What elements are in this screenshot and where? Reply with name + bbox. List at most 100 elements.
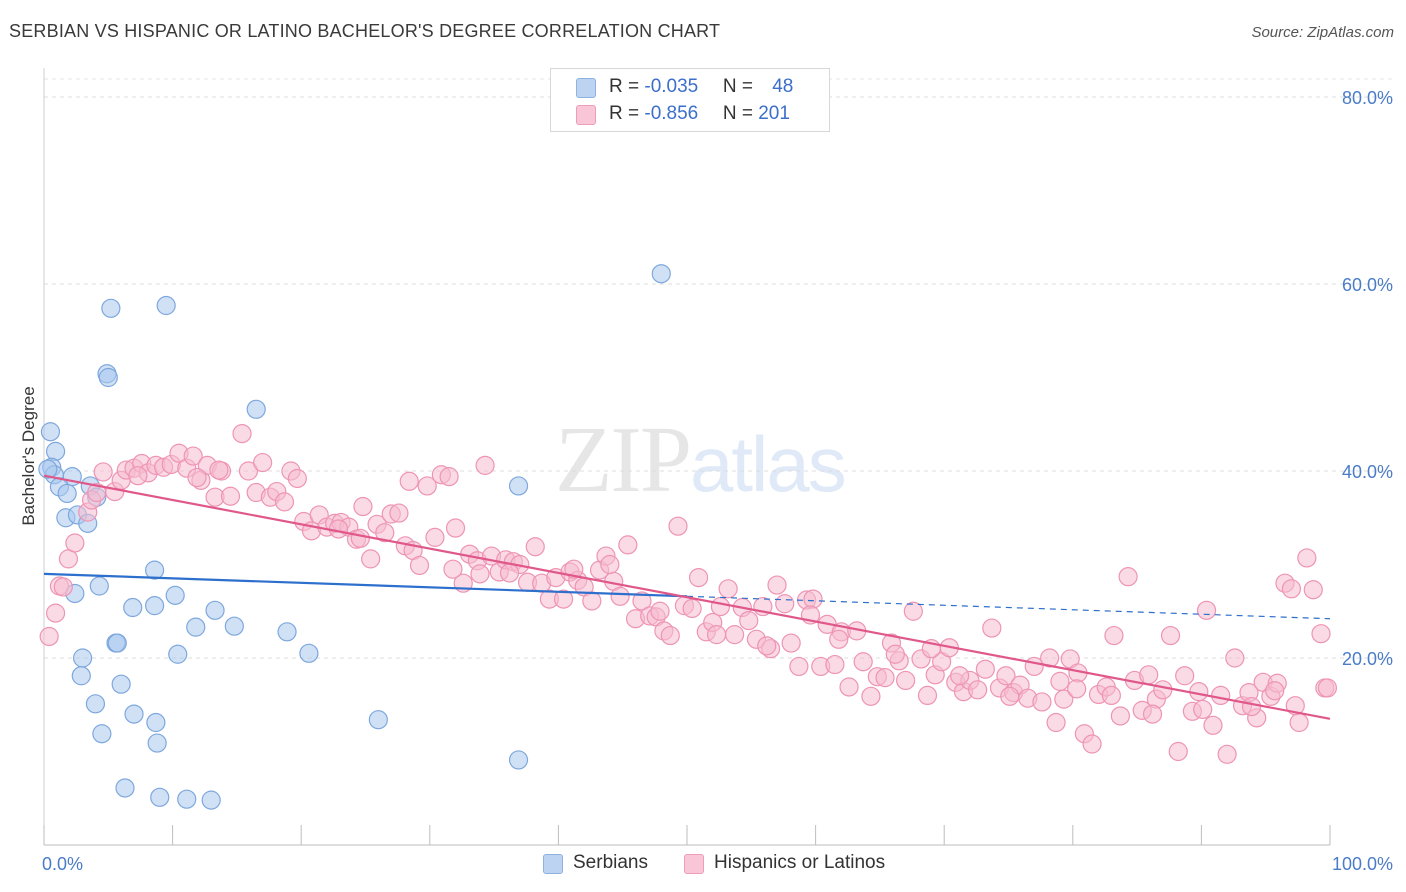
data-point xyxy=(277,622,297,642)
data-point xyxy=(168,644,188,664)
data-point xyxy=(443,559,463,579)
data-point xyxy=(1104,625,1124,646)
data-point xyxy=(98,367,118,388)
data-point xyxy=(186,617,206,637)
data-point xyxy=(111,674,131,694)
data-point xyxy=(499,563,520,583)
data-point xyxy=(632,591,652,611)
data-point xyxy=(183,446,203,466)
data-point xyxy=(425,527,445,547)
data-point xyxy=(475,455,495,475)
watermark-zip: ZIP xyxy=(555,408,692,512)
data-point xyxy=(224,616,244,636)
data-point xyxy=(53,577,73,597)
data-point xyxy=(361,549,381,569)
x-tick-label: 100.0% xyxy=(1332,854,1393,874)
data-point xyxy=(660,625,680,646)
data-point xyxy=(1142,704,1163,724)
data-point xyxy=(353,496,373,517)
hispanic-series xyxy=(39,424,1338,764)
data-point xyxy=(417,476,437,496)
data-point xyxy=(1110,706,1130,726)
data-point xyxy=(1285,696,1305,716)
data-point xyxy=(767,575,787,595)
data-point xyxy=(781,633,801,653)
y-axis-label: Bachelor's Degree xyxy=(19,386,38,525)
data-point xyxy=(600,554,620,575)
trend-lines xyxy=(43,474,1331,720)
data-point xyxy=(896,670,916,691)
axes xyxy=(43,68,1331,846)
data-point xyxy=(299,643,319,663)
hispanic-swatch xyxy=(684,854,704,874)
data-point xyxy=(368,710,388,730)
data-point xyxy=(688,567,709,588)
data-point xyxy=(1203,715,1223,735)
legend-n-value: 201 xyxy=(758,103,790,124)
data-point xyxy=(350,528,370,548)
data-point xyxy=(399,471,419,491)
data-point xyxy=(187,467,207,488)
data-point xyxy=(85,694,106,714)
data-point xyxy=(1067,679,1087,699)
data-point xyxy=(470,564,490,584)
data-point xyxy=(220,486,241,506)
data-point xyxy=(803,589,823,609)
data-point xyxy=(201,790,221,810)
data-point xyxy=(508,750,529,770)
data-point xyxy=(147,733,167,753)
data-point xyxy=(45,603,66,623)
data-point xyxy=(445,518,466,538)
bottom-legend-label: Hispanics or Latinos xyxy=(714,852,886,873)
bottom-legend-label: Serbians xyxy=(573,852,648,873)
legend-r-value: -0.035 xyxy=(644,76,699,97)
data-point xyxy=(72,648,93,668)
data-point xyxy=(710,596,731,617)
data-point xyxy=(1196,600,1217,620)
data-point xyxy=(209,460,229,480)
data-point xyxy=(1000,686,1020,706)
source-label: Source: ZipAtlas.com xyxy=(1251,24,1394,41)
data-point xyxy=(1311,624,1331,644)
data-point xyxy=(1040,648,1060,668)
data-point xyxy=(757,636,777,656)
bottom-legend: Serbians Hispanics or Latinos xyxy=(0,852,1406,876)
data-point xyxy=(861,686,881,706)
serbians-swatch xyxy=(543,854,563,874)
data-point xyxy=(40,422,61,442)
data-point xyxy=(38,459,58,479)
data-point xyxy=(65,533,85,553)
serbians-trend-line xyxy=(43,572,688,598)
data-point xyxy=(875,668,895,688)
data-point xyxy=(1225,648,1245,668)
data-point xyxy=(165,585,185,605)
data-point xyxy=(144,560,165,580)
watermark-atlas: atlas xyxy=(690,420,847,508)
data-point xyxy=(1241,697,1262,717)
data-point xyxy=(582,591,602,611)
data-point xyxy=(724,625,745,645)
data-point xyxy=(1139,665,1159,685)
data-point xyxy=(1168,741,1188,762)
data-point xyxy=(1175,666,1195,686)
data-point xyxy=(682,598,702,619)
data-point xyxy=(839,677,859,697)
data-point xyxy=(564,559,584,579)
data-point xyxy=(1211,685,1231,706)
data-point xyxy=(205,600,225,620)
data-point xyxy=(1265,681,1285,701)
data-point xyxy=(1281,579,1302,599)
legend-r-label: R = xyxy=(609,103,645,124)
y-tick-label: 40.0% xyxy=(1342,462,1393,482)
data-point xyxy=(525,537,545,557)
correlation-legend: R = -0.035 N = 48 R = -0.856 N = 201 xyxy=(550,68,830,132)
data-point xyxy=(1046,712,1066,733)
data-point xyxy=(829,629,849,649)
data-point xyxy=(328,519,349,539)
data-point xyxy=(917,685,938,706)
data-point xyxy=(124,704,144,724)
watermark: ZIPatlas xyxy=(555,405,847,514)
data-point xyxy=(1032,692,1052,712)
data-point xyxy=(1160,625,1181,646)
